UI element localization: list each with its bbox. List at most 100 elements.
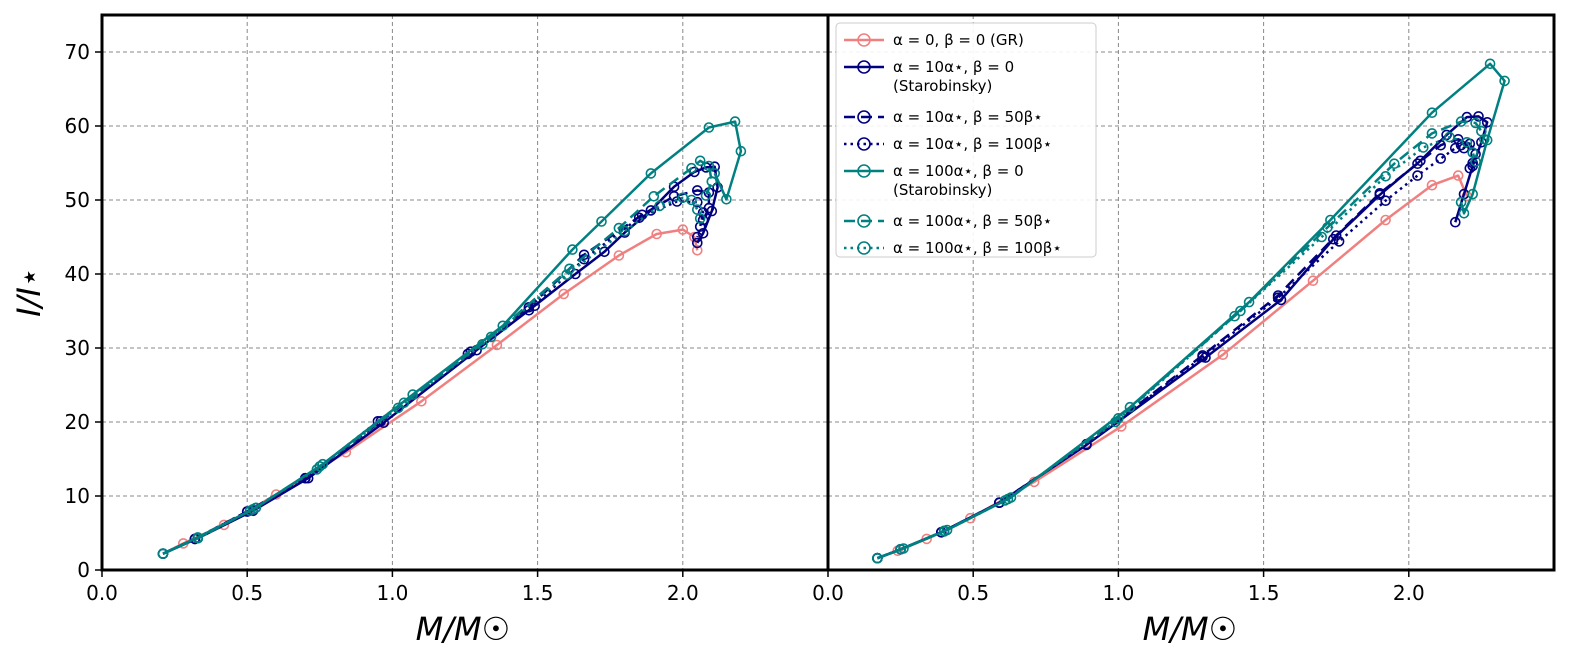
- legend-label-line2: (Starobinsky): [893, 77, 992, 95]
- y-tick-label: 10: [65, 484, 90, 508]
- data-point: [686, 162, 697, 174]
- legend-entry: α = 0, β = 0 (GR): [844, 31, 1024, 49]
- series-line-a10: [162, 165, 719, 555]
- data-point: [735, 145, 747, 157]
- legend-label: α = 100α⋆, β = 0: [893, 162, 1024, 180]
- legend-marker-swatch: [857, 33, 871, 47]
- data-point: [392, 402, 404, 414]
- right-plot-frame: [826, 13, 1556, 572]
- data-point: [314, 461, 326, 472]
- data-point: [1470, 117, 1481, 129]
- data-point: [192, 532, 204, 544]
- data-point: [1452, 170, 1464, 181]
- series-a100b50: [157, 155, 718, 560]
- data-point: [1124, 401, 1136, 413]
- data-point: [689, 231, 700, 243]
- legend-marker-swatch: [857, 241, 871, 255]
- legend-marker-swatch: [857, 164, 871, 178]
- data-point: [416, 395, 427, 407]
- data-point: [372, 415, 384, 427]
- data-point: [691, 231, 703, 243]
- data-point: [1415, 155, 1426, 167]
- data-point: [654, 200, 665, 212]
- data-point: [993, 497, 1005, 509]
- data-point: [1229, 310, 1240, 322]
- data-point: [561, 269, 572, 281]
- legend-label: α = 10α⋆, β = 50β⋆: [893, 108, 1043, 126]
- series-gr: [157, 224, 703, 560]
- data-point: [1243, 296, 1255, 308]
- data-point: [485, 331, 497, 343]
- data-point: [1374, 188, 1386, 199]
- data-point: [999, 495, 1011, 506]
- data-point: [921, 533, 933, 545]
- y-tick-label: 40: [65, 262, 90, 286]
- data-point: [599, 246, 610, 258]
- data-point: [218, 519, 230, 531]
- x-tick-label: 1.5: [522, 581, 554, 605]
- data-point: [1441, 129, 1452, 141]
- data-point: [1110, 416, 1121, 428]
- y-tick-label: 60: [65, 114, 90, 138]
- data-point: [1435, 153, 1446, 164]
- data-point: [1330, 230, 1342, 241]
- legend-label: α = 100α⋆, β = 50β⋆: [893, 212, 1052, 230]
- data-point: [703, 160, 715, 172]
- data-point: [613, 222, 625, 234]
- legend-entry: α = 10α⋆, β = 0(Starobinsky): [844, 58, 1014, 95]
- series-left: [157, 116, 747, 560]
- legend-label-line2: (Starobinsky): [893, 181, 992, 199]
- data-point: [938, 526, 950, 537]
- y-tick-label: 0: [77, 558, 90, 582]
- series-line-a10b50: [876, 138, 1477, 560]
- series-a10b50: [157, 185, 715, 560]
- data-point: [1217, 349, 1229, 361]
- data-point: [1426, 128, 1438, 139]
- data-point: [691, 185, 703, 196]
- x-tick-label: 2.0: [1393, 581, 1425, 605]
- legend-entry: α = 10α⋆, β = 100β⋆: [844, 135, 1052, 153]
- data-point: [1272, 292, 1284, 304]
- x-tick-label: 0.5: [957, 581, 989, 605]
- legend-marker-swatch: [857, 137, 871, 151]
- legend-label: α = 100α⋆, β = 100β⋆: [893, 239, 1062, 257]
- y-tick-label: 30: [65, 336, 90, 360]
- data-point: [1197, 351, 1208, 363]
- data-point: [648, 191, 660, 202]
- data-point: [691, 237, 703, 249]
- x-tick-label: 2.0: [667, 581, 699, 605]
- legend-marker-swatch: [857, 214, 871, 228]
- data-point: [465, 346, 477, 358]
- x-axis-label-left: M/M☉: [416, 610, 511, 648]
- data-point: [700, 190, 712, 201]
- series-a100b100: [872, 131, 1481, 564]
- data-point: [311, 464, 323, 475]
- data-point: [645, 205, 657, 216]
- legend-entry: α = 100α⋆, β = 0(Starobinsky): [844, 162, 1024, 199]
- data-point: [633, 212, 645, 224]
- data-point: [1235, 305, 1246, 317]
- data-point: [462, 348, 474, 360]
- data-point: [1450, 216, 1461, 228]
- data-point: [1380, 214, 1391, 226]
- data-point: [619, 225, 631, 237]
- data-point: [1470, 156, 1481, 167]
- data-point: [558, 288, 570, 300]
- data-point: [1458, 142, 1470, 154]
- legend-label: α = 10α⋆, β = 100β⋆: [893, 135, 1052, 153]
- data-point: [694, 155, 706, 167]
- data-point: [703, 122, 715, 133]
- x-tick-label: 0.5: [231, 581, 263, 605]
- data-point: [1307, 275, 1319, 287]
- data-point: [1484, 58, 1496, 70]
- legend-marker-swatch: [857, 110, 871, 124]
- data-point: [1473, 111, 1484, 122]
- data-point: [1426, 107, 1438, 118]
- data-point: [157, 548, 169, 560]
- legend-entry: α = 10α⋆, β = 50β⋆: [844, 108, 1043, 126]
- data-point: [1418, 142, 1429, 153]
- grid-left: [102, 15, 828, 570]
- y-tick-label: 20: [65, 410, 90, 434]
- data-point: [721, 194, 732, 205]
